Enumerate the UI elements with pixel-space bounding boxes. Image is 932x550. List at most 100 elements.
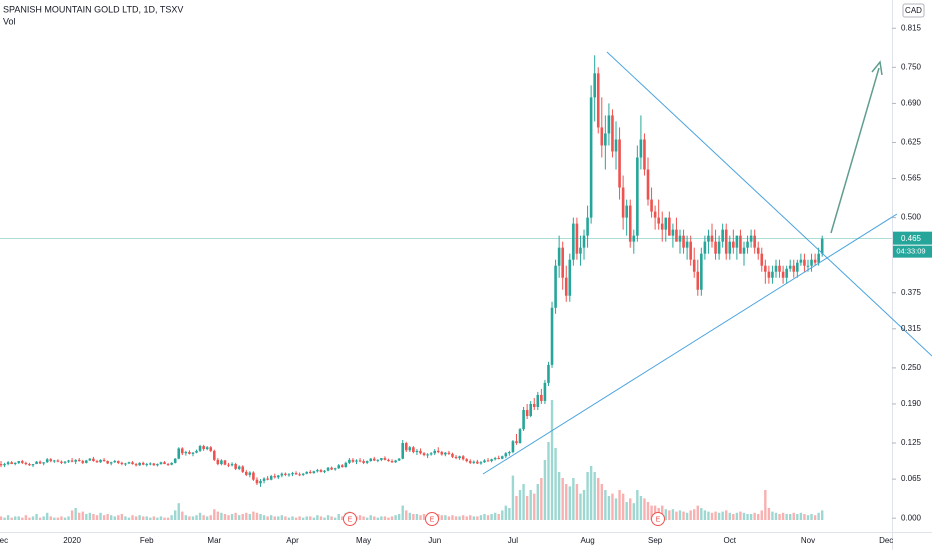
volume-bar	[444, 515, 447, 520]
volume-bar	[476, 516, 479, 520]
candle-body	[117, 461, 120, 463]
candle-body	[181, 448, 184, 454]
volume-bar	[291, 516, 294, 520]
x-tick-label: Mar	[207, 536, 221, 545]
candle-body	[351, 459, 355, 462]
candle-body	[465, 459, 469, 462]
candle-body	[700, 253, 703, 290]
candle-body	[557, 247, 561, 266]
y-tick-label: 0.250	[901, 363, 922, 372]
candle-body	[138, 462, 141, 466]
candle-body	[213, 450, 216, 460]
earnings-label: E	[656, 516, 661, 523]
volume-bar	[725, 510, 728, 520]
volume-bar	[774, 512, 778, 520]
candle-body	[454, 456, 458, 459]
volume-bar	[813, 515, 817, 520]
volume-bar	[102, 515, 106, 520]
volume-bar	[230, 514, 234, 520]
volume-bar	[106, 514, 109, 520]
candle-body	[742, 247, 746, 254]
candle-body	[220, 460, 223, 465]
candle-body	[760, 253, 764, 266]
candle-body	[273, 476, 277, 478]
candle-body	[358, 460, 362, 462]
volume-bar	[685, 512, 689, 520]
volume-bar	[362, 516, 365, 520]
x-tick-label: May	[356, 536, 371, 545]
candle-body	[60, 461, 63, 463]
arrow-head	[871, 60, 883, 76]
volume-bar	[262, 515, 266, 520]
candle-body	[77, 459, 81, 462]
candle-body	[703, 241, 707, 254]
candle-body	[628, 205, 632, 242]
candle-body	[227, 464, 230, 466]
volume-label: Vol	[3, 16, 16, 26]
volume-bar	[461, 515, 465, 520]
volume-bar	[181, 511, 184, 520]
candle-body	[788, 265, 792, 269]
candle-body	[177, 448, 181, 459]
x-tick-label: 2020	[63, 536, 81, 545]
arrow-line	[830, 67, 880, 234]
candle-body	[255, 479, 259, 484]
candle-body	[248, 472, 252, 475]
candle-body	[582, 235, 586, 248]
volume-bar	[341, 516, 344, 520]
candle-body	[372, 458, 376, 461]
volume-bar	[237, 515, 241, 520]
x-tick-label: Apr	[286, 536, 299, 545]
volume-bar	[582, 490, 586, 520]
volume-bar	[792, 512, 795, 520]
y-tick-label: 0.315	[901, 324, 922, 333]
candle-body	[49, 459, 53, 462]
volume-bar	[533, 493, 536, 520]
chart-title: SPANISH MOUNTAIN GOLD LTD, 1D, TSXV	[3, 4, 183, 14]
candle-body	[67, 460, 70, 462]
volume-bar	[220, 512, 223, 520]
earnings-marker	[651, 512, 665, 526]
volume-bar	[198, 512, 202, 520]
candle-body	[415, 450, 419, 453]
candle-body	[149, 463, 152, 465]
candle-body	[234, 464, 237, 469]
volume-bar	[515, 496, 518, 520]
volume-bar	[92, 514, 95, 520]
candle-body	[216, 459, 220, 465]
candle-body	[810, 259, 813, 266]
candle-body	[63, 461, 67, 463]
candle-body	[269, 476, 273, 480]
candle-body	[643, 139, 646, 170]
y-tick-label: 0.125	[901, 438, 922, 447]
candle-body	[330, 467, 333, 470]
candle-body	[735, 235, 739, 248]
volume-bar	[479, 515, 483, 520]
candle-body	[614, 139, 618, 152]
candle-body	[444, 452, 447, 455]
volume-bar	[806, 515, 810, 520]
countdown: 04:33:09	[896, 247, 925, 256]
volume-bar	[572, 478, 575, 520]
candle-body	[170, 462, 173, 465]
volume-bar	[184, 515, 188, 520]
volume-bar	[245, 512, 248, 520]
volume-bar	[81, 511, 84, 520]
volume-bar	[639, 496, 643, 520]
candle-body	[319, 470, 323, 472]
candle-body	[433, 450, 437, 454]
volume-bar	[205, 516, 209, 520]
volume-bar	[629, 498, 632, 520]
candle-body	[422, 453, 426, 456]
earnings-marker	[425, 512, 439, 526]
candle-body	[796, 262, 799, 272]
candle-body	[646, 169, 650, 200]
candle-body	[99, 459, 102, 463]
volume-bar	[234, 512, 237, 520]
candle-body	[209, 447, 213, 451]
volume-bar	[216, 511, 220, 520]
candle-body	[607, 115, 611, 134]
volume-bar	[383, 516, 387, 520]
volume-bar	[732, 514, 735, 520]
volume-bar	[717, 512, 721, 520]
